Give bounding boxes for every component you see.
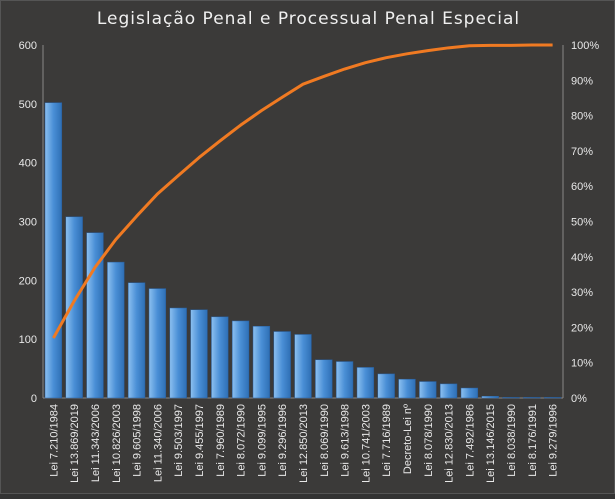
y2-tick-label: 70% xyxy=(571,146,593,158)
bar xyxy=(461,388,478,398)
y2-tick-label: 80% xyxy=(571,111,593,123)
x-tick-label: Decreto-Lei nº xyxy=(402,404,414,474)
bar xyxy=(523,397,540,398)
bar xyxy=(45,103,62,398)
y-tick-label: 400 xyxy=(19,158,37,170)
y2-tick-label: 20% xyxy=(571,322,593,334)
y-tick-label: 500 xyxy=(19,99,37,111)
bar xyxy=(419,382,436,398)
y-tick-label: 200 xyxy=(19,275,37,287)
bar xyxy=(399,379,416,398)
bar xyxy=(315,360,332,398)
x-tick-label: Lei 8.069/1990 xyxy=(319,404,331,477)
x-tick-label: Lei 8.176/1991 xyxy=(527,404,539,477)
bar xyxy=(149,289,166,398)
y-tick-label: 600 xyxy=(19,40,37,52)
x-tick-label: Lei 11.340/2006 xyxy=(152,404,164,482)
x-tick-label: Lei 9.296/1996 xyxy=(277,404,289,477)
bar xyxy=(336,362,353,398)
x-tick-label: Lei 9.613/1998 xyxy=(340,404,352,477)
y-tick-label: 0 xyxy=(31,393,37,405)
y2-tick-label: 0% xyxy=(571,393,587,405)
bar xyxy=(482,396,499,398)
y2-tick-label: 40% xyxy=(571,252,593,264)
x-tick-label: Lei 12.850/2013 xyxy=(298,404,310,483)
y-tick-label: 100 xyxy=(19,334,37,346)
bar xyxy=(191,310,208,398)
y2-tick-label: 100% xyxy=(571,40,599,52)
y2-tick-label: 60% xyxy=(571,181,593,193)
bar xyxy=(503,397,520,398)
x-tick-label: Lei 13.146/2015 xyxy=(485,404,497,483)
bar xyxy=(295,334,312,398)
bar xyxy=(128,283,145,398)
bar xyxy=(170,308,187,398)
x-tick-label: Lei 9.455/1997 xyxy=(194,404,206,477)
x-tick-label: Lei 9.279/1996 xyxy=(548,404,560,477)
bar xyxy=(440,384,457,398)
bar xyxy=(357,367,374,398)
bar xyxy=(274,332,291,398)
x-tick-label: Lei 8.078/1990 xyxy=(423,404,435,477)
bar xyxy=(107,262,124,398)
x-tick-label: Lei 8.072/1990 xyxy=(236,404,248,477)
y2-tick-label: 90% xyxy=(571,75,593,87)
x-tick-label: Lei 10.741/2003 xyxy=(360,404,372,483)
bar xyxy=(66,217,83,398)
bar xyxy=(211,317,228,398)
y2-tick-label: 50% xyxy=(571,217,593,229)
x-tick-label: Lei 11.343/2006 xyxy=(90,404,102,482)
bar xyxy=(253,326,270,398)
chart-title: Legislação Penal e Processual Penal Espe… xyxy=(1,9,615,29)
x-tick-label: Lei 9.503/1997 xyxy=(173,404,185,477)
y2-tick-label: 10% xyxy=(571,358,593,370)
bar xyxy=(544,397,561,398)
y2-tick-label: 30% xyxy=(571,287,593,299)
x-tick-label: Lei 9.099/1995 xyxy=(256,404,268,477)
x-tick-label: Lei 8.038/1990 xyxy=(506,404,518,477)
bar xyxy=(232,321,249,398)
x-tick-label: Lei 7.716/1989 xyxy=(381,404,393,477)
x-tick-label: Lei 10.826/2003 xyxy=(111,404,123,483)
x-tick-label: Lei 7.210/1984 xyxy=(48,404,60,477)
x-tick-label: Lei 9.605/1998 xyxy=(132,404,144,477)
x-tick-label: Lei 7.960/1989 xyxy=(215,404,227,477)
y-tick-label: 300 xyxy=(19,217,37,229)
x-tick-label: Lei 12.830/2013 xyxy=(444,404,456,483)
x-tick-label: Lei 13.869/2019 xyxy=(69,404,81,483)
bar xyxy=(378,374,395,398)
x-tick-label: Lei 7.492/1986 xyxy=(464,404,476,477)
